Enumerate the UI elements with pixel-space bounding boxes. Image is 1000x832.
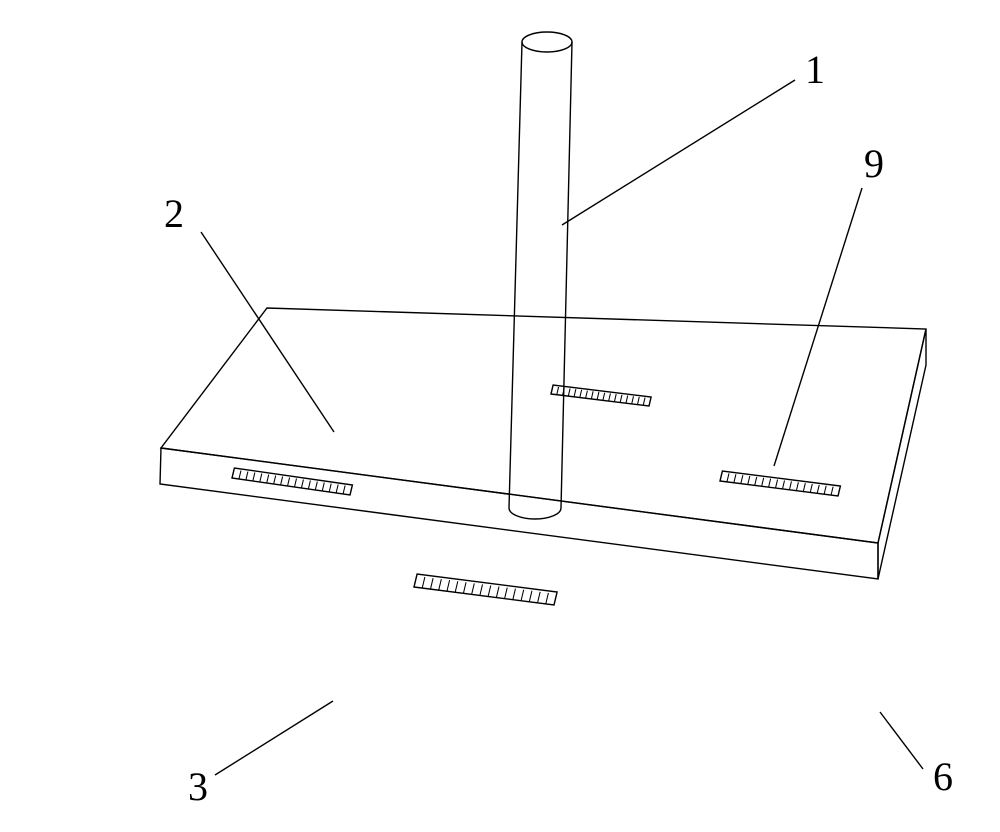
column-left-edge: [509, 42, 522, 508]
column-top-ellipse: [522, 32, 572, 52]
plate-right-face: [878, 329, 926, 579]
label-slot: 9: [864, 141, 884, 186]
leader-front_face: [215, 701, 333, 775]
label-col: 1: [805, 47, 825, 92]
plate-front-face: [160, 448, 878, 579]
label-right_face: 6: [933, 754, 953, 799]
label-front_face: 3: [188, 764, 208, 809]
ruler-front: [414, 574, 557, 605]
leader-plate_top: [201, 232, 334, 432]
ruler-back: [551, 385, 651, 406]
column-base-arc: [509, 508, 561, 519]
label-plate_top: 2: [164, 191, 184, 236]
column-right-edge: [561, 42, 572, 508]
leader-col: [562, 80, 795, 225]
diagram-canvas: 1 2 9 3 6: [0, 0, 1000, 832]
ruler-left: [232, 468, 352, 495]
ruler-right: [720, 471, 840, 496]
leader-right_face: [880, 712, 923, 769]
